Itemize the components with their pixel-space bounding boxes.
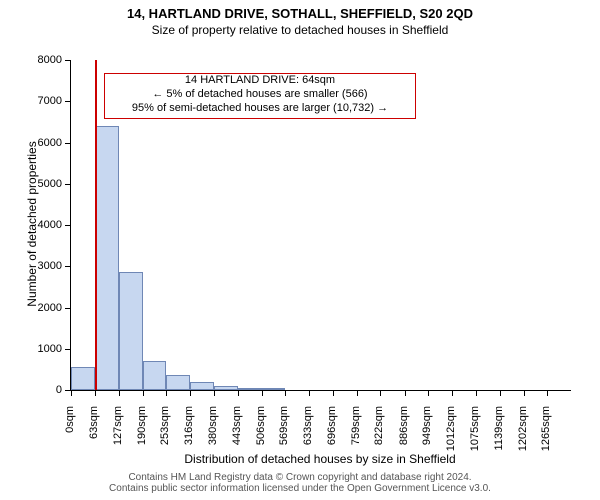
x-tick-label: 886sqm	[398, 406, 410, 456]
histogram-bar	[166, 375, 190, 390]
x-tick-label: 506sqm	[255, 406, 267, 456]
footer-line-2: Contains public sector information licen…	[0, 483, 600, 494]
y-tick-label: 4000	[30, 219, 62, 231]
x-tick-label: 822sqm	[373, 406, 385, 456]
x-tick	[428, 390, 429, 396]
x-tick-label: 1139sqm	[493, 406, 505, 456]
x-tick	[547, 390, 548, 396]
x-tick-label: 1075sqm	[469, 406, 481, 456]
y-tick-label: 8000	[30, 54, 62, 66]
x-tick-label: 127sqm	[112, 406, 124, 456]
x-tick-label: 759sqm	[350, 406, 362, 456]
x-tick	[285, 390, 286, 396]
footer-line-1: Contains HM Land Registry data © Crown c…	[0, 472, 600, 483]
x-tick	[119, 390, 120, 396]
histogram-bar	[214, 386, 238, 390]
y-tick-label: 0	[30, 384, 62, 396]
plot-area	[70, 60, 571, 391]
x-tick-label: 443sqm	[231, 406, 243, 456]
x-tick	[238, 390, 239, 396]
x-tick-label: 316sqm	[183, 406, 195, 456]
y-tick-label: 7000	[30, 95, 62, 107]
y-tick	[65, 266, 71, 267]
x-tick-label: 380sqm	[207, 406, 219, 456]
histogram-bar	[238, 388, 262, 390]
y-tick	[65, 60, 71, 61]
footer: Contains HM Land Registry data © Crown c…	[0, 472, 600, 494]
y-tick	[65, 225, 71, 226]
histogram-bar	[143, 361, 167, 390]
chart-subtitle: Size of property relative to detached ho…	[0, 21, 600, 37]
x-tick	[452, 390, 453, 396]
x-tick-label: 63sqm	[88, 406, 100, 456]
y-tick-label: 5000	[30, 178, 62, 190]
x-tick-label: 0sqm	[64, 406, 76, 456]
y-tick	[65, 349, 71, 350]
x-tick	[309, 390, 310, 396]
y-tick	[65, 308, 71, 309]
x-tick	[333, 390, 334, 396]
x-tick-label: 1265sqm	[540, 406, 552, 456]
x-tick-label: 569sqm	[278, 406, 290, 456]
y-tick	[65, 101, 71, 102]
y-tick-label: 2000	[30, 302, 62, 314]
x-tick	[143, 390, 144, 396]
chart-title: 14, HARTLAND DRIVE, SOTHALL, SHEFFIELD, …	[0, 0, 600, 21]
x-tick	[214, 390, 215, 396]
x-tick	[500, 390, 501, 396]
x-tick-label: 1202sqm	[517, 406, 529, 456]
x-tick-label: 949sqm	[421, 406, 433, 456]
x-tick	[524, 390, 525, 396]
x-tick-label: 1012sqm	[445, 406, 457, 456]
x-tick	[95, 390, 96, 396]
x-tick	[262, 390, 263, 396]
histogram-bar	[262, 388, 286, 390]
x-tick	[476, 390, 477, 396]
y-tick-label: 6000	[30, 137, 62, 149]
chart-container: 14, HARTLAND DRIVE, SOTHALL, SHEFFIELD, …	[0, 0, 600, 500]
histogram-bar	[95, 126, 119, 390]
x-tick-label: 253sqm	[159, 406, 171, 456]
y-tick	[65, 143, 71, 144]
histogram-bar	[190, 382, 214, 390]
x-tick	[405, 390, 406, 396]
histogram-bar	[119, 272, 143, 390]
y-tick	[65, 184, 71, 185]
y-tick-label: 3000	[30, 260, 62, 272]
x-tick-label: 696sqm	[326, 406, 338, 456]
histogram-bar	[71, 367, 95, 390]
x-tick	[190, 390, 191, 396]
property-marker-line	[95, 60, 97, 390]
y-tick-label: 1000	[30, 343, 62, 355]
x-tick	[380, 390, 381, 396]
x-tick	[357, 390, 358, 396]
x-tick	[71, 390, 72, 396]
x-tick	[166, 390, 167, 396]
x-tick-label: 190sqm	[136, 406, 148, 456]
x-tick-label: 633sqm	[302, 406, 314, 456]
